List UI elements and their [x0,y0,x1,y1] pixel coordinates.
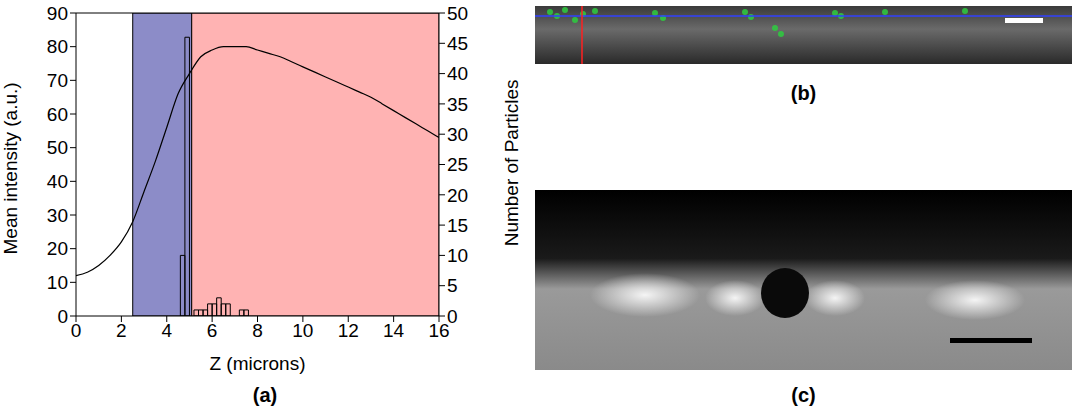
svg-text:Z (microns): Z (microns) [209,353,305,374]
svg-text:2: 2 [116,320,127,341]
svg-text:4: 4 [161,320,172,341]
html-text:(b): (b) [790,82,817,104]
svg-text:8: 8 [252,320,263,341]
svg-text:70: 70 [47,70,68,91]
svg-text:35: 35 [447,94,468,115]
html-text:(c): (c) [791,384,816,406]
svg-text:45: 45 [447,33,468,54]
svg-text:0: 0 [57,306,68,327]
svg-text:50: 50 [447,3,468,24]
svg-text:60: 60 [47,104,68,125]
svg-text:25: 25 [447,154,468,175]
svg-text:15: 15 [447,215,468,236]
svg-text:40: 40 [47,171,68,192]
svg-text:10: 10 [47,272,68,293]
svg-text:30: 30 [47,205,68,226]
svg-text:50: 50 [47,137,68,158]
svg-text:5: 5 [447,275,458,296]
svg-text:14: 14 [383,320,405,341]
svg-text:0: 0 [447,306,458,327]
svg-text:0: 0 [71,320,82,341]
svg-text:16: 16 [428,320,450,342]
svg-text:12: 12 [338,320,359,341]
svg-text:10: 10 [447,245,468,266]
svg-text:30: 30 [447,124,468,145]
html-text:(a): (a) [252,384,278,406]
svg-text:6: 6 [207,320,218,341]
svg-text:Number of Particles: Number of Particles [501,80,522,247]
svg-text:Mean intensity (a.u.): Mean intensity (a.u.) [0,82,21,254]
svg-text:40: 40 [447,63,468,84]
svg-text:80: 80 [47,36,68,57]
svg-text:20: 20 [447,185,468,206]
svg-text:20: 20 [47,238,68,259]
svg-text:90: 90 [47,3,68,24]
svg-text:10: 10 [292,320,313,341]
